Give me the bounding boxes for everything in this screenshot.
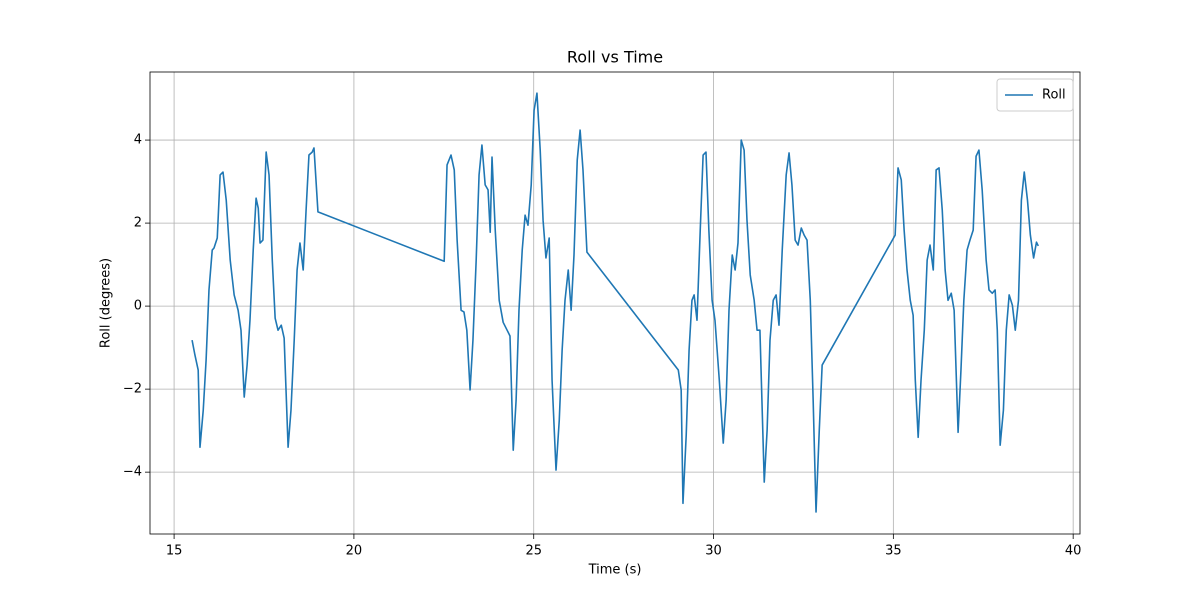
legend-box xyxy=(996,78,1074,112)
axes-frame xyxy=(149,71,1081,535)
y-tick-label: −2 xyxy=(123,382,142,397)
x-tick-label: 25 xyxy=(525,544,542,559)
legend-label: Roll xyxy=(1042,88,1066,103)
line-series xyxy=(191,92,1040,513)
y-tick-label: −4 xyxy=(123,465,142,480)
x-tick-label: 40 xyxy=(1065,544,1082,559)
x-tick-label: 35 xyxy=(885,544,902,559)
x-tick-label: 20 xyxy=(346,544,363,559)
y-axis-label: Roll (degrees) xyxy=(99,258,114,348)
x-tick-label: 15 xyxy=(166,544,183,559)
x-axis-label: Time (s) xyxy=(588,563,642,578)
y-tick-label: 4 xyxy=(134,133,142,148)
chart-title: Roll vs Time xyxy=(567,48,663,67)
x-tick-label: 30 xyxy=(705,544,722,559)
y-tick-label: 2 xyxy=(134,216,142,231)
y-tick-label: 0 xyxy=(134,299,142,314)
